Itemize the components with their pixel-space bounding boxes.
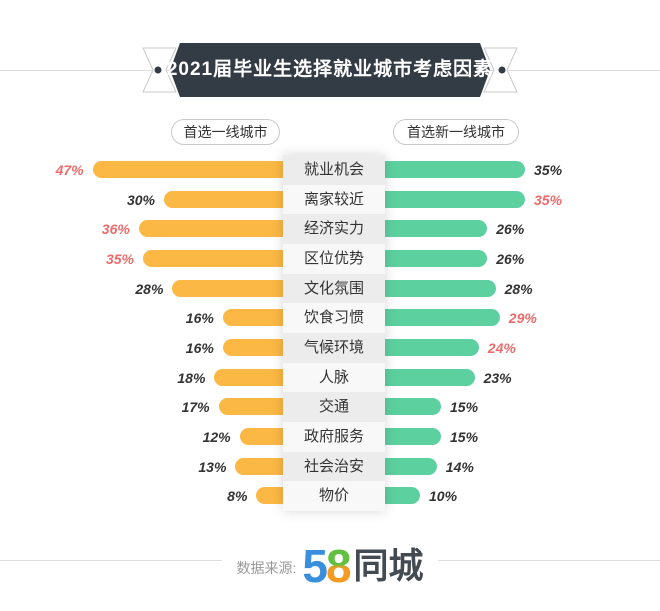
logo-58-digit5: 5 [302,540,328,592]
bar-left-28 [172,279,290,297]
value-label-right: 23% [483,369,512,386]
value-label-right: 15% [450,429,479,445]
bar-row: 28% 28% [0,274,660,304]
bar-row: 16% 29% [0,303,660,333]
bar-row: 16% 24% [0,333,660,363]
value-label-left: 18% [177,369,206,386]
bar-right-29 [378,309,500,327]
category-cell: 经济实力 [283,214,385,244]
ribbon-dot-right [498,66,506,74]
bar-right-23 [378,368,475,386]
diverging-bar-chart: 就业机会 离家较近 经济实力 区位优势 文化氛围 饮食习惯 气候环境 人脉 交通 政府服务 社会治安… [0,155,660,511]
value-label-right: 14% [445,458,474,475]
legend-pill-new-first-tier: 首选新一线城市 [393,119,519,145]
bar-row: 13% 14% [0,452,660,482]
value-label-left: 16% [185,310,214,327]
banner: 2021届毕业生选择就业城市考虑因素 [0,42,660,98]
bar-row: 8% 10% [0,481,660,511]
bar-left-17 [218,398,290,416]
bar-row: 36% 26% [0,214,660,244]
value-label-right: 26% [496,221,525,238]
bar-left-13 [235,457,290,475]
value-label-left: 13% [198,458,227,475]
value-label-right: 10% [429,488,458,505]
bar-right-35 [378,190,525,208]
value-label-left: 47% [55,162,84,178]
ribbon-dot-left [154,66,162,74]
value-label-right: 15% [450,399,479,416]
category-cell: 文化氛围 [283,273,385,304]
ribbon-icon [142,43,518,97]
bar-row: 12% 15% [0,422,660,452]
bar-right-14 [378,457,437,475]
value-label-left: 12% [202,429,231,445]
bar-row: 47% 35% [0,155,660,185]
legend-pill-first-tier: 首选一线城市 [171,119,280,145]
category-cell: 物价 [283,481,385,511]
bar-left-8 [256,487,290,505]
bar-right-26 [378,250,488,267]
value-label-left: 35% [105,251,134,267]
bar-left-16 [222,339,290,356]
bar-right-24 [378,339,479,356]
data-source: 数据来源: 5 8 同城 [222,540,438,592]
bar-right-26 [378,220,488,238]
category-cell: 离家较近 [283,184,385,215]
bar-row: 17% 15% [0,392,660,422]
bar-right-28 [378,279,496,297]
bar-right-15 [378,398,441,416]
ribbon-band [170,43,490,97]
category-cell: 就业机会 [283,155,385,185]
category-cell: 饮食习惯 [283,303,385,333]
value-label-right: 35% [534,162,563,178]
bar-left-12 [239,428,290,445]
category-cell: 交通 [283,392,385,422]
bar-left-47 [92,161,290,178]
bar-left-30 [164,190,290,208]
value-label-right: 28% [504,280,533,297]
value-label-right: 29% [508,310,537,327]
bar-row: 18% 23% [0,363,660,393]
bar-row: 30% 35% [0,185,660,215]
category-cell: 气候环境 [283,332,385,363]
value-label-left: 17% [181,399,210,416]
bar-row: 35% 26% [0,244,660,274]
bar-right-35 [378,161,525,178]
bar-left-18 [214,368,290,386]
value-label-right: 35% [534,191,563,208]
value-label-left: 36% [101,221,130,238]
bar-left-16 [222,309,290,327]
category-cell: 社会治安 [283,451,385,482]
category-column: 就业机会 离家较近 经济实力 区位优势 文化氛围 饮食习惯 气候环境 人脉 交通 政府服务 社会治安… [283,155,385,511]
value-label-left: 8% [227,488,248,505]
logo-58-digit8: 8 [325,540,352,592]
page-title: 2021届毕业生选择就业城市考虑因素 [166,59,494,80]
source-label: 数据来源: [236,560,297,576]
footer: 数据来源: 5 8 同城 [0,536,660,596]
value-label-right: 24% [487,340,516,356]
bar-right-10 [378,487,420,505]
category-cell: 人脉 [283,362,385,393]
bar-left-36 [138,220,290,238]
category-cell: 区位优势 [283,243,385,274]
value-label-left: 28% [135,280,164,297]
bar-right-15 [378,428,441,445]
bar-left-35 [143,250,290,267]
value-label-right: 26% [496,251,525,267]
logo-58-tongcheng: 同城 [353,546,424,586]
category-cell: 政府服务 [283,421,385,452]
value-label-left: 16% [185,340,214,356]
value-label-left: 30% [126,191,155,208]
